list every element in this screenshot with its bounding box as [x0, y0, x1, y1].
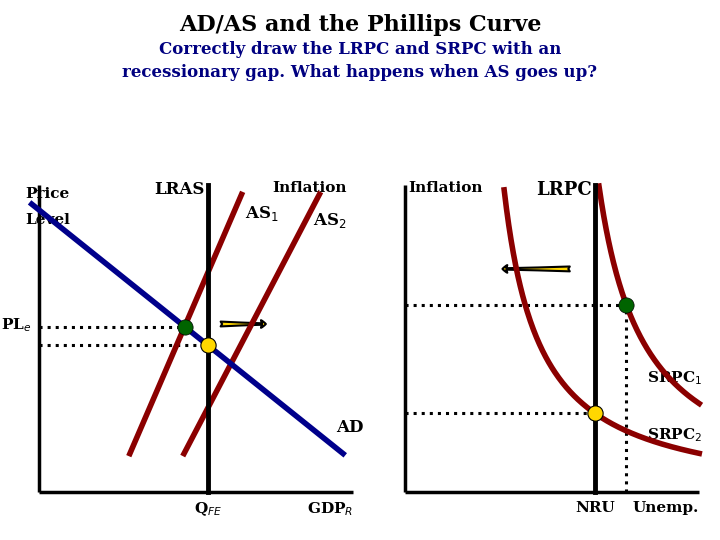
Text: LRPC: LRPC	[536, 181, 592, 199]
Text: SRPC$_1$: SRPC$_1$	[647, 370, 703, 387]
Text: NRU: NRU	[575, 501, 615, 515]
Text: AD/AS and the Phillips Curve: AD/AS and the Phillips Curve	[179, 14, 541, 36]
Text: SRPC$_2$: SRPC$_2$	[647, 426, 703, 444]
Text: Inflation: Inflation	[408, 181, 482, 195]
Text: PL$_e$: PL$_e$	[1, 316, 32, 334]
Text: Unemp.: Unemp.	[633, 501, 699, 515]
Text: LRAS: LRAS	[154, 181, 204, 198]
Text: Correctly draw the LRPC and SRPC with an
recessionary gap. What happens when AS : Correctly draw the LRPC and SRPC with an…	[122, 40, 598, 81]
Text: GDP$_R$: GDP$_R$	[307, 501, 354, 518]
Text: Level: Level	[25, 213, 70, 227]
Text: AD: AD	[336, 419, 364, 436]
Text: Q$_{FE}$: Q$_{FE}$	[194, 501, 222, 518]
Text: Inflation: Inflation	[272, 181, 346, 195]
Text: AS$_2$: AS$_2$	[312, 211, 346, 229]
Text: Price: Price	[25, 187, 69, 201]
Text: AS$_1$: AS$_1$	[245, 204, 279, 223]
